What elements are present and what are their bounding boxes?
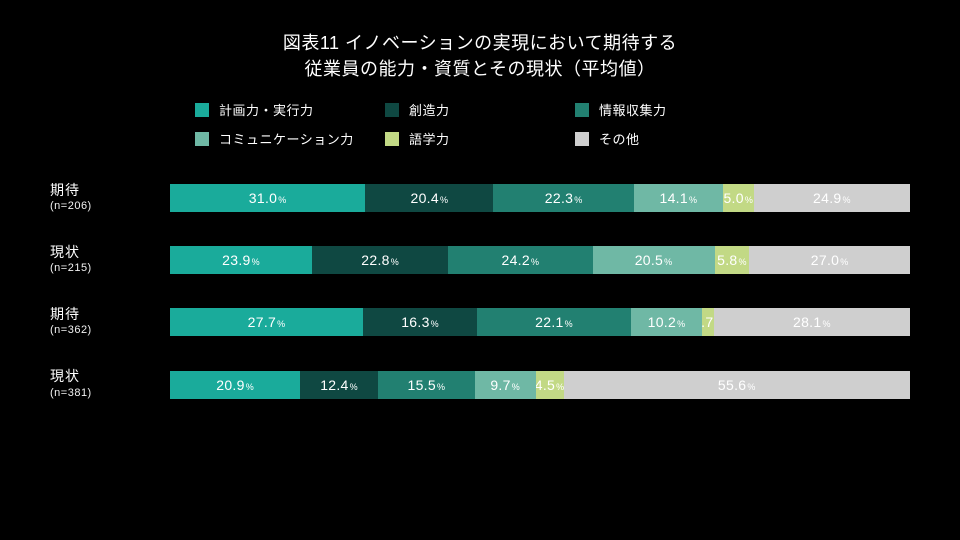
- bar-segment: 15.5%: [378, 371, 475, 399]
- segment-value: 4.5%: [536, 377, 564, 393]
- legend-swatch: [575, 132, 589, 146]
- segment-value: 1.7%: [702, 314, 714, 330]
- legend-swatch: [575, 103, 589, 117]
- segment-value: 15.5%: [408, 377, 446, 393]
- bar-segment: 55.6%: [564, 371, 910, 399]
- bar-segment: 5.0%: [723, 184, 754, 212]
- legend-label: 計画力・実行力: [219, 100, 314, 119]
- bar-segment: 24.2%: [448, 246, 592, 274]
- legend-item: 情報収集力: [575, 100, 765, 119]
- bar-segment: 22.1%: [477, 308, 631, 336]
- legend-item: 創造力: [385, 100, 575, 119]
- segment-value: 12.4%: [320, 377, 358, 393]
- segment-value: 55.6%: [718, 377, 756, 393]
- segment-value: 22.3%: [545, 190, 583, 206]
- legend-item: 語学力: [385, 129, 575, 148]
- legend-item: コミュニケーション力: [195, 129, 385, 148]
- title-line-2: 従業員の能力・資質とその現状（平均値）: [50, 56, 910, 82]
- legend-swatch: [195, 103, 209, 117]
- bar-segment: 28.1%: [714, 308, 910, 336]
- segment-value: 14.1%: [659, 190, 697, 206]
- bar-track: 31.0% 20.4% 22.3% 14.1% 5.0% 24.9%: [170, 184, 910, 212]
- legend-swatch: [385, 103, 399, 117]
- row-label: 現状: [50, 244, 80, 260]
- row-spacer: [50, 274, 910, 306]
- row-label-wrap: 期待 (n=206): [50, 182, 170, 212]
- stacked-bar-chart: 期待 (n=206) 31.0% 20.4% 22.3% 14.1% 5.0% 24.9% 現状…: [50, 182, 910, 398]
- segment-value: 20.5%: [635, 252, 673, 268]
- segment-value: 24.9%: [813, 190, 851, 206]
- segment-value: 5.0%: [723, 190, 753, 206]
- bar-segment: 27.7%: [170, 308, 363, 336]
- bar-segment: 5.8%: [715, 246, 750, 274]
- segment-value: 31.0%: [249, 190, 287, 206]
- row-sublabel: (n=381): [50, 387, 92, 399]
- segment-value: 28.1%: [793, 314, 831, 330]
- row-label: 現状: [50, 368, 80, 384]
- title-block: 図表11 イノベーションの実現において期待する 従業員の能力・資質とその現状（平…: [50, 30, 910, 82]
- row-sublabel: (n=215): [50, 262, 92, 274]
- bar-segment: 4.5%: [536, 371, 564, 399]
- bar-row: 現状 (n=381) 20.9% 12.4% 15.5% 9.7% 4.5% 55.6%: [50, 368, 910, 398]
- row-sublabel: (n=206): [50, 200, 92, 212]
- segment-value: 22.8%: [361, 252, 399, 268]
- row-spacer: [50, 212, 910, 244]
- bar-segment: 20.5%: [593, 246, 715, 274]
- legend-item: 計画力・実行力: [195, 100, 385, 119]
- bar-track: 23.9% 22.8% 24.2% 20.5% 5.8% 27.0%: [170, 246, 910, 274]
- legend-label: コミュニケーション力: [219, 129, 354, 148]
- legend: 計画力・実行力 創造力 情報収集力コミュニケーション力 語学力 その他: [190, 100, 770, 158]
- row-label-wrap: 期待 (n=362): [50, 306, 170, 336]
- bar-segment: 16.3%: [363, 308, 477, 336]
- bar-segment: 9.7%: [475, 371, 536, 399]
- bar-row: 期待 (n=362) 27.7% 16.3% 22.1% 10.2% 1.7% 28.1%: [50, 306, 910, 336]
- legend-swatch: [195, 132, 209, 146]
- segment-value: 20.9%: [216, 377, 254, 393]
- chart-page: 図表11 イノベーションの実現において期待する 従業員の能力・資質とその現状（平…: [0, 0, 960, 540]
- bar-segment: 10.2%: [631, 308, 702, 336]
- bar-segment: 20.4%: [365, 184, 493, 212]
- row-sublabel: (n=362): [50, 324, 92, 336]
- segment-value: 5.8%: [717, 252, 747, 268]
- legend-swatch: [385, 132, 399, 146]
- legend-label: その他: [599, 129, 640, 148]
- segment-value: 22.1%: [535, 314, 573, 330]
- legend-label: 情報収集力: [599, 100, 667, 119]
- row-label: 期待: [50, 182, 80, 198]
- row-label-wrap: 現状 (n=381): [50, 368, 170, 398]
- bar-track: 27.7% 16.3% 22.1% 10.2% 1.7% 28.1%: [170, 308, 910, 336]
- bar-segment: 12.4%: [300, 371, 378, 399]
- legend-label: 創造力: [409, 100, 450, 119]
- row-label: 期待: [50, 306, 80, 322]
- legend-item: その他: [575, 129, 765, 148]
- title-line-1: 図表11 イノベーションの実現において期待する: [50, 30, 910, 56]
- segment-value: 16.3%: [401, 314, 439, 330]
- segment-value: 10.2%: [648, 314, 686, 330]
- segment-value: 24.2%: [502, 252, 540, 268]
- bar-row: 期待 (n=206) 31.0% 20.4% 22.3% 14.1% 5.0% 24.9%: [50, 182, 910, 212]
- bar-segment: 23.9%: [170, 246, 312, 274]
- bar-segment: 24.9%: [754, 184, 910, 212]
- segment-value: 27.0%: [811, 252, 849, 268]
- segment-value: 23.9%: [222, 252, 260, 268]
- bar-segment: 31.0%: [170, 184, 365, 212]
- row-spacer: [50, 336, 910, 368]
- bar-segment: 27.0%: [749, 246, 910, 274]
- bar-segment: 22.8%: [312, 246, 448, 274]
- bar-segment: 22.3%: [493, 184, 634, 212]
- bar-track: 20.9% 12.4% 15.5% 9.7% 4.5% 55.6%: [170, 371, 910, 399]
- segment-value: 9.7%: [490, 377, 520, 393]
- bar-segment: 1.7%: [702, 308, 714, 336]
- legend-label: 語学力: [409, 129, 450, 148]
- bar-segment: 20.9%: [170, 371, 300, 399]
- segment-value: 20.4%: [410, 190, 448, 206]
- bar-row: 現状 (n=215) 23.9% 22.8% 24.2% 20.5% 5.8% 27.0%: [50, 244, 910, 274]
- bar-segment: 14.1%: [634, 184, 723, 212]
- row-label-wrap: 現状 (n=215): [50, 244, 170, 274]
- segment-value: 27.7%: [248, 314, 286, 330]
